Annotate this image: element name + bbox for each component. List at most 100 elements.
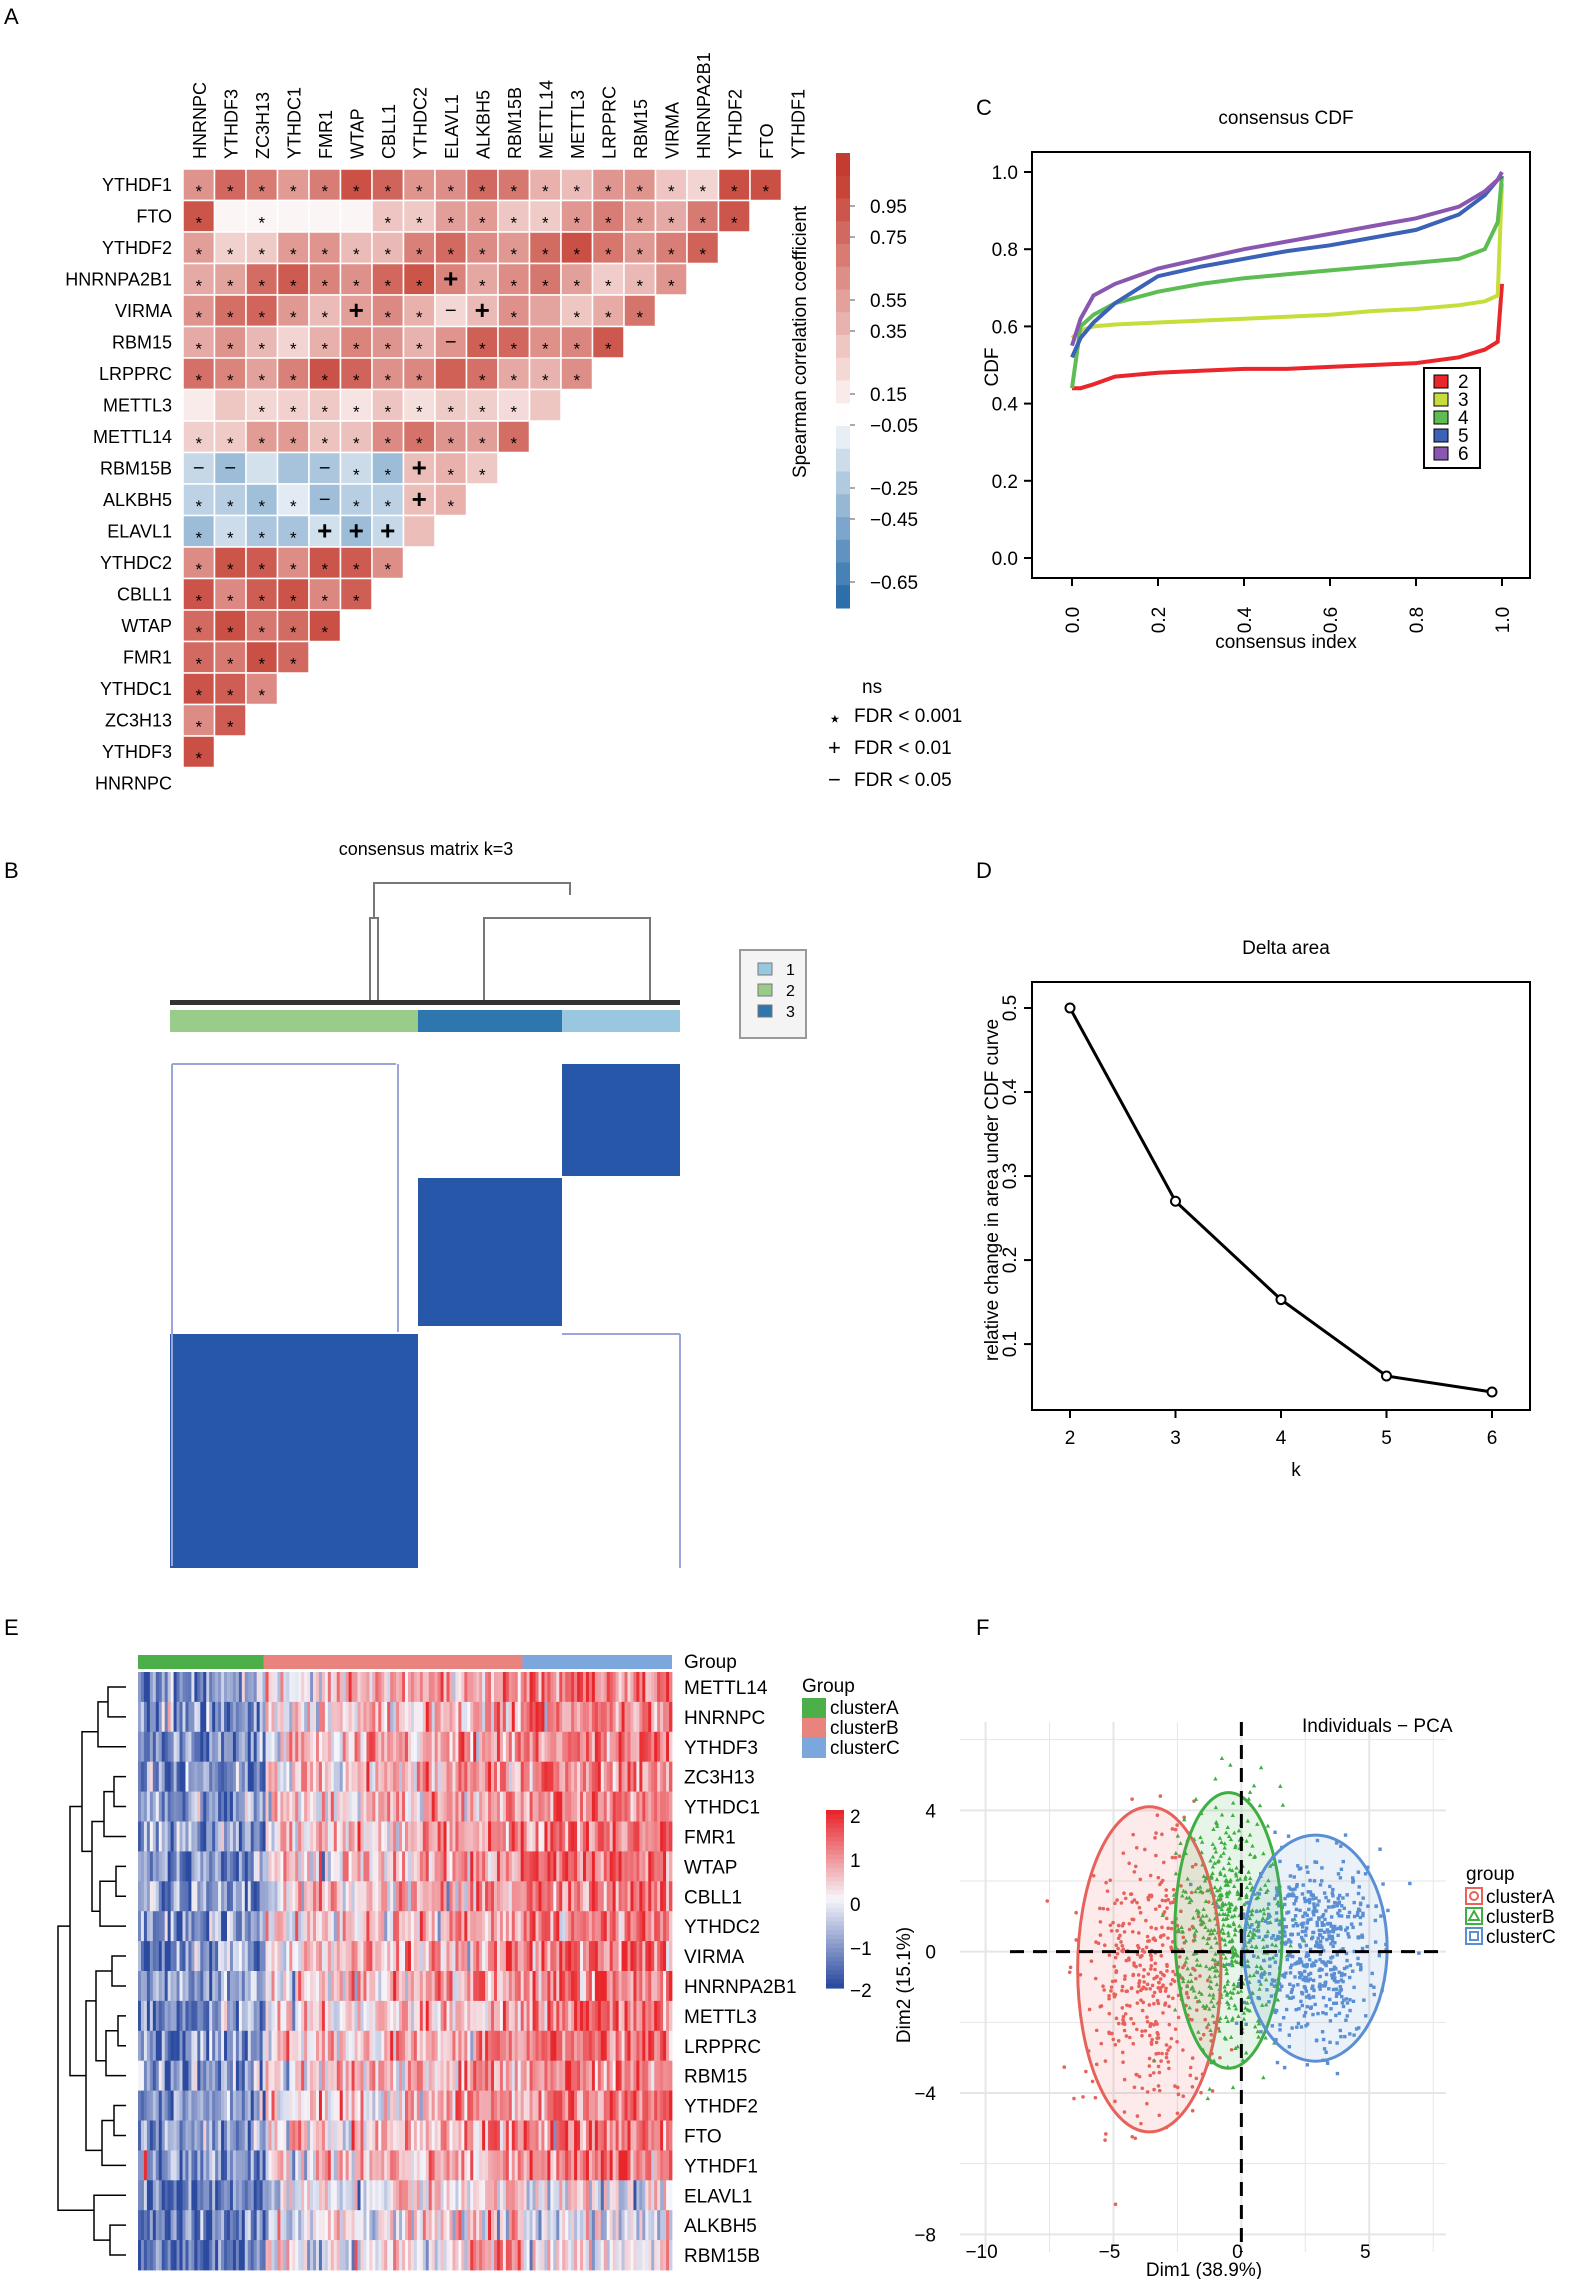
- heatmap-cell: [470, 2150, 473, 2180]
- heatmap-cell: [251, 1941, 254, 1971]
- heatmap-cell: [310, 1822, 313, 1852]
- heatmap-cell: [592, 1822, 595, 1852]
- heatmap-cell: [666, 1971, 669, 2001]
- heatmap-cell: [402, 2240, 405, 2270]
- heatmap-cell: [328, 2150, 331, 2180]
- heatmap-cell: [616, 2091, 619, 2121]
- significance-symbol: *: [227, 276, 234, 295]
- heatmap-cell: [533, 1851, 536, 1881]
- heatmap-cell: [417, 1702, 420, 1732]
- heatmap-cell: [426, 2091, 429, 2121]
- heatmap-cell: [423, 1792, 426, 1822]
- heatmap-cell: [313, 2031, 316, 2061]
- heatmap-cell: [399, 1911, 402, 1941]
- heatmap-cell: [482, 2091, 485, 2121]
- heatmap-cell: [349, 1941, 352, 1971]
- heatmap-cell: [450, 2031, 453, 2061]
- heatmap-cell: [343, 1851, 346, 1881]
- heatmap-cell: [438, 2150, 441, 2180]
- heatmap-cell: [147, 1971, 150, 2001]
- heatmap-cell: [654, 1792, 657, 1822]
- heatmap-cell: [497, 2240, 500, 2270]
- heatmap-cell: [491, 1672, 494, 1702]
- heatmap-cell: [254, 1702, 257, 1732]
- heatmap-cell: [417, 1792, 420, 1822]
- heatmap-cell: [194, 2180, 197, 2210]
- matrix-legend-label: 3: [786, 1004, 795, 1021]
- heatmap-cell: [263, 1881, 266, 1911]
- heatmap-cell: [147, 2150, 150, 2180]
- heatmap-cell: [349, 1762, 352, 1792]
- heatmap-cell: [346, 1732, 349, 1762]
- heatmap-cell: [622, 1911, 625, 1941]
- delta-x-tick-label: 2: [1065, 1428, 1076, 1449]
- cdf-y-tick-label: 0.0: [992, 549, 1018, 570]
- heatmap-cell: [375, 2031, 378, 2061]
- heatmap-cell: [212, 1732, 215, 1762]
- heatmap-cell: [432, 1941, 435, 1971]
- heatmap-cell: [628, 1732, 631, 1762]
- heatmap-cell: [568, 2031, 571, 2061]
- significance-symbol: *: [290, 560, 297, 579]
- heatmap-cell: [168, 1851, 171, 1881]
- heatmap-cell: [197, 1941, 200, 1971]
- heatmap-cell: [544, 1762, 547, 1792]
- heatmap-cell: [417, 1822, 420, 1852]
- heatmap-cell: [316, 1971, 319, 2001]
- heatmap-cell: [438, 2061, 441, 2091]
- heatmap-cell: [613, 2150, 616, 2180]
- heatmap-cell: [580, 1851, 583, 1881]
- significance-symbol: *: [762, 182, 769, 201]
- heatmap-cell: [343, 2121, 346, 2151]
- heatmap-cell: [518, 1911, 521, 1941]
- heatmap-cell: [266, 1792, 269, 1822]
- heatmap-cell: [610, 2121, 613, 2151]
- heatmap-cell: [402, 2061, 405, 2091]
- heatmap-cell: [387, 1762, 390, 1792]
- row-label: HNRNPA2B1: [65, 269, 172, 289]
- heatmap-cell: [417, 2210, 420, 2240]
- heatmap-cell: [269, 1762, 272, 1792]
- heatmap-cell: [171, 2210, 174, 2240]
- heatmap-cell: [165, 1971, 168, 2001]
- heatmap-cell: [144, 2091, 147, 2121]
- heatmap-cell: [254, 2121, 257, 2151]
- heatmap-cell: [381, 1762, 384, 1792]
- heatmap-cell: [583, 2150, 586, 2180]
- significance-symbol: *: [605, 339, 612, 358]
- heatmap-cell: [375, 1971, 378, 2001]
- heatmap-cell: [334, 1881, 337, 1911]
- heatmap-cell: [346, 1971, 349, 2001]
- pca-point-clusterA: [1104, 2132, 1108, 2136]
- heatmap-cell: [233, 1911, 236, 1941]
- heatmap-cell: [556, 1911, 559, 1941]
- heatmap-cell: [444, 2091, 447, 2121]
- group-legend-label: clusterA: [830, 1698, 899, 1719]
- heatmap-cell: [242, 1702, 245, 1732]
- heatmap-cell: [616, 1971, 619, 2001]
- heatmap-cell: [277, 2091, 280, 2121]
- heatmap-cell: [316, 1672, 319, 1702]
- heatmap-cell: [156, 1732, 159, 1762]
- heatmap-cell: [485, 1971, 488, 2001]
- matrix-legend-label: 1: [786, 962, 795, 979]
- heatmap-cell: [310, 1971, 313, 2001]
- heatmap-cell: [349, 2031, 352, 2061]
- heatmap-cell: [260, 2180, 263, 2210]
- heatmap-cell: [562, 1822, 565, 1852]
- heatmap-cell: [438, 1702, 441, 1732]
- heatmap-cell: [310, 1941, 313, 1971]
- heatmap-cell: [657, 1822, 660, 1852]
- heatmap-cell: [455, 2240, 458, 2270]
- heatmap-cell: [346, 1762, 349, 1792]
- heatmap-cell: [194, 1702, 197, 1732]
- heatmap-cell: [372, 2001, 375, 2031]
- heatmap-cell: [203, 1941, 206, 1971]
- heatmap-cell: [230, 2150, 233, 2180]
- heatmap-cell: [274, 1702, 277, 1732]
- heatmap-cell: [414, 2180, 417, 2210]
- heatmap-cell: [452, 1702, 455, 1732]
- heatmap-cell: [325, 1941, 328, 1971]
- significance-symbol: *: [227, 591, 234, 610]
- heatmap-cell: [194, 2150, 197, 2180]
